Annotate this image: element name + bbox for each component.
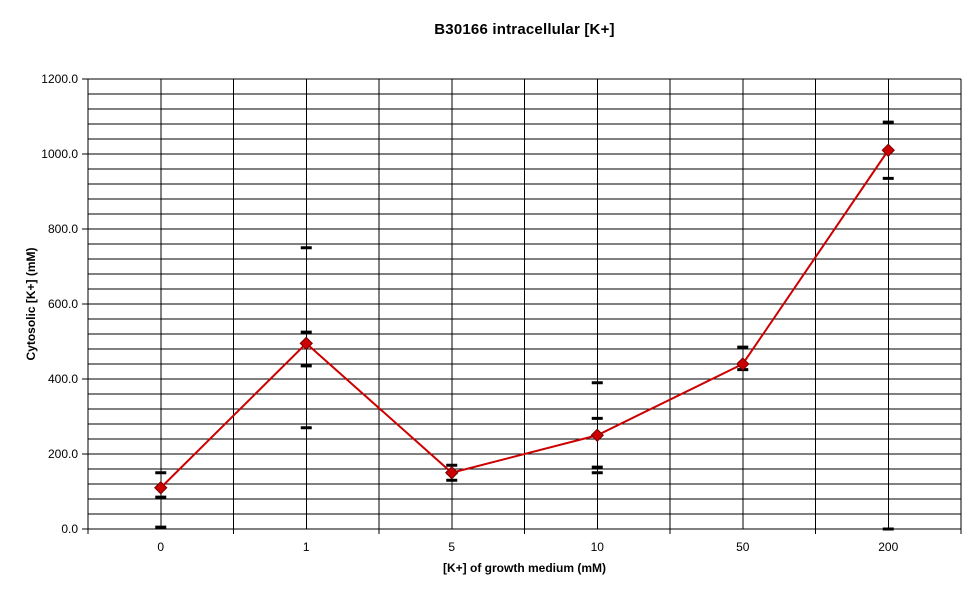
svg-text:1: 1	[303, 540, 310, 554]
svg-text:10: 10	[591, 540, 605, 554]
dash-marker	[737, 345, 749, 349]
dash-marker	[155, 525, 167, 529]
dash-marker	[591, 416, 603, 420]
svg-text:1000.0: 1000.0	[41, 147, 78, 161]
dash-marker	[591, 465, 603, 469]
diamond-marker	[736, 357, 750, 371]
dash-marker	[446, 463, 458, 467]
dash-marker	[882, 176, 894, 180]
svg-text:600.0: 600.0	[48, 297, 78, 311]
dash-marker	[300, 426, 312, 430]
svg-text:0: 0	[157, 540, 164, 554]
chart-title: B30166 intracellular [K+]	[434, 21, 615, 38]
svg-text:200.0: 200.0	[48, 447, 78, 461]
dash-marker	[882, 120, 894, 124]
svg-text:400.0: 400.0	[48, 372, 78, 386]
svg-text:0.0: 0.0	[61, 522, 78, 536]
dash-marker	[155, 471, 167, 475]
dash-marker	[300, 330, 312, 334]
svg-text:50: 50	[736, 540, 750, 554]
x-axis-title: [K+] of growth medium (mM)	[443, 561, 606, 575]
dash-marker	[155, 495, 167, 499]
mean-line	[160, 149, 890, 489]
svg-text:800.0: 800.0	[48, 222, 78, 236]
dash-marker	[300, 364, 312, 368]
x-tick-labels: 0 1 5 10 50 200	[157, 540, 898, 554]
y-tick-labels: 0.0 200.0 400.0 600.0 800.0 1000.0 1200.0	[41, 72, 78, 536]
diamond-marker	[881, 143, 895, 157]
diamond-marker	[590, 428, 604, 442]
dash-marker	[300, 246, 312, 250]
diamond-marker	[445, 466, 459, 480]
dash-marker	[446, 478, 458, 482]
svg-text:5: 5	[448, 540, 455, 554]
svg-text:1200.0: 1200.0	[41, 72, 78, 86]
diamond-marker	[299, 336, 313, 351]
svg-text:200: 200	[878, 540, 898, 554]
dash-marker	[882, 527, 894, 531]
diamond-marker	[154, 481, 168, 495]
dash-marker	[591, 471, 603, 475]
gridlines	[87, 78, 962, 530]
axes	[82, 78, 962, 534]
mean-diamond-markers	[154, 143, 895, 495]
dash-marker	[591, 381, 603, 385]
